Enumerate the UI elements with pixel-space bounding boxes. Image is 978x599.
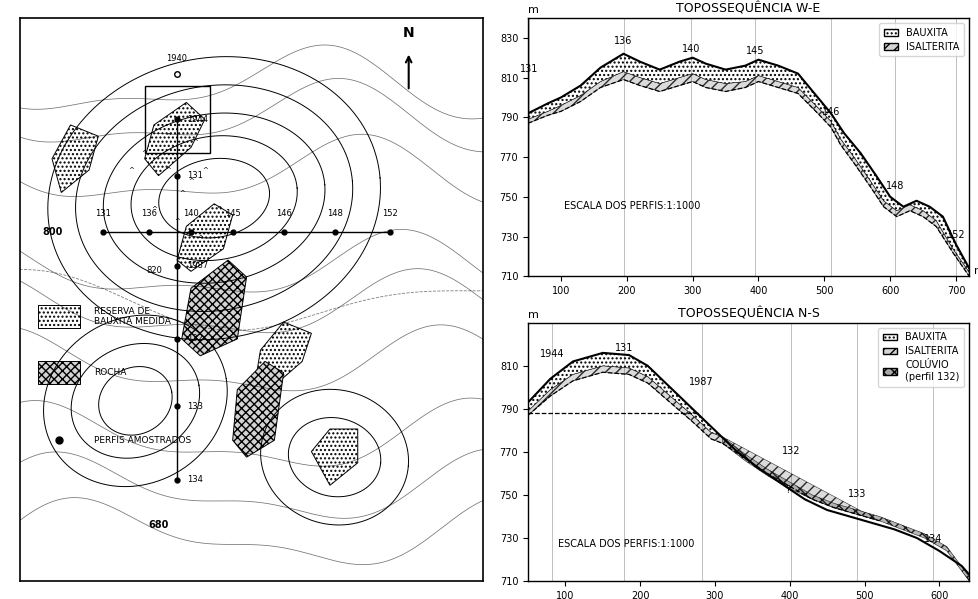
Polygon shape — [255, 322, 311, 389]
Title: TOPOSSEQUÊNCIA W-E: TOPOSSEQUÊNCIA W-E — [676, 2, 820, 16]
Text: N: N — [403, 26, 414, 41]
Text: ^: ^ — [128, 167, 134, 173]
Text: 131: 131 — [95, 209, 111, 218]
Legend: BAUXITA, ISALTERITA: BAUXITA, ISALTERITA — [878, 23, 963, 56]
Polygon shape — [145, 102, 204, 176]
Text: ^: ^ — [215, 207, 221, 213]
Text: m: m — [527, 310, 538, 320]
Text: ESCALA DOS PERFIS:1:1000: ESCALA DOS PERFIS:1:1000 — [557, 539, 693, 549]
Text: 132: 132 — [781, 446, 800, 456]
Polygon shape — [527, 72, 968, 276]
Text: 1944: 1944 — [539, 349, 563, 359]
Text: 152: 152 — [381, 209, 398, 218]
Polygon shape — [177, 204, 233, 271]
Text: 131: 131 — [519, 63, 538, 74]
Text: ^: ^ — [174, 217, 180, 223]
Polygon shape — [52, 125, 98, 192]
Text: 148: 148 — [327, 209, 342, 218]
Text: 148: 148 — [885, 181, 903, 191]
Polygon shape — [182, 260, 246, 356]
Text: 133: 133 — [187, 402, 203, 411]
Text: ^: ^ — [164, 133, 170, 139]
Text: m: m — [973, 266, 978, 276]
Polygon shape — [38, 361, 80, 384]
Text: ^: ^ — [164, 167, 170, 173]
Text: 680: 680 — [149, 520, 168, 530]
Text: ESCALA DOS PERFIS:1:1000: ESCALA DOS PERFIS:1:1000 — [563, 201, 700, 211]
Polygon shape — [311, 429, 357, 485]
Text: 1944: 1944 — [187, 115, 208, 124]
Text: 134: 134 — [923, 534, 942, 544]
Text: ^: ^ — [142, 150, 148, 156]
Text: 145: 145 — [225, 209, 241, 218]
Text: ?: ? — [785, 485, 790, 495]
Text: 1987: 1987 — [187, 261, 208, 270]
Text: 133: 133 — [847, 489, 866, 499]
Legend: BAUXITA, ISALTERITA, COLÚVIO
(perfil 132): BAUXITA, ISALTERITA, COLÚVIO (perfil 132… — [877, 328, 963, 387]
Title: TOPOSSEQUÊNCIA N-S: TOPOSSEQUÊNCIA N-S — [677, 307, 819, 320]
Text: ^: ^ — [193, 139, 199, 145]
Text: 146: 146 — [821, 107, 839, 117]
Polygon shape — [527, 54, 968, 273]
Text: 820: 820 — [146, 266, 161, 275]
Text: 146: 146 — [276, 209, 291, 218]
Text: 132: 132 — [187, 334, 203, 343]
Text: RESERVA DE
BAUXITA MEDIDA: RESERVA DE BAUXITA MEDIDA — [94, 307, 170, 326]
Polygon shape — [233, 361, 284, 457]
Text: 131: 131 — [614, 343, 633, 353]
Text: ^: ^ — [179, 189, 185, 195]
Polygon shape — [38, 305, 80, 328]
Polygon shape — [722, 437, 968, 581]
Text: PERFIS AMOSTRADOS: PERFIS AMOSTRADOS — [94, 435, 191, 445]
Text: 145: 145 — [745, 46, 764, 56]
Text: 134: 134 — [187, 475, 203, 484]
Text: ^: ^ — [201, 167, 207, 173]
Text: ^: ^ — [188, 179, 194, 184]
Polygon shape — [527, 366, 878, 521]
Text: ^: ^ — [151, 207, 156, 213]
Text: m: m — [527, 5, 538, 16]
Text: 1987: 1987 — [689, 377, 713, 388]
Text: ^: ^ — [198, 235, 203, 241]
Text: 140: 140 — [183, 209, 199, 218]
Text: 152: 152 — [946, 231, 964, 240]
Text: 136: 136 — [614, 36, 632, 46]
Text: 131: 131 — [187, 171, 203, 180]
Polygon shape — [527, 353, 736, 452]
Text: ROCHA: ROCHA — [94, 368, 126, 377]
Text: 136: 136 — [141, 209, 157, 218]
Text: 1940: 1940 — [166, 54, 188, 63]
Text: 800: 800 — [43, 227, 63, 237]
Text: 140: 140 — [682, 44, 700, 54]
